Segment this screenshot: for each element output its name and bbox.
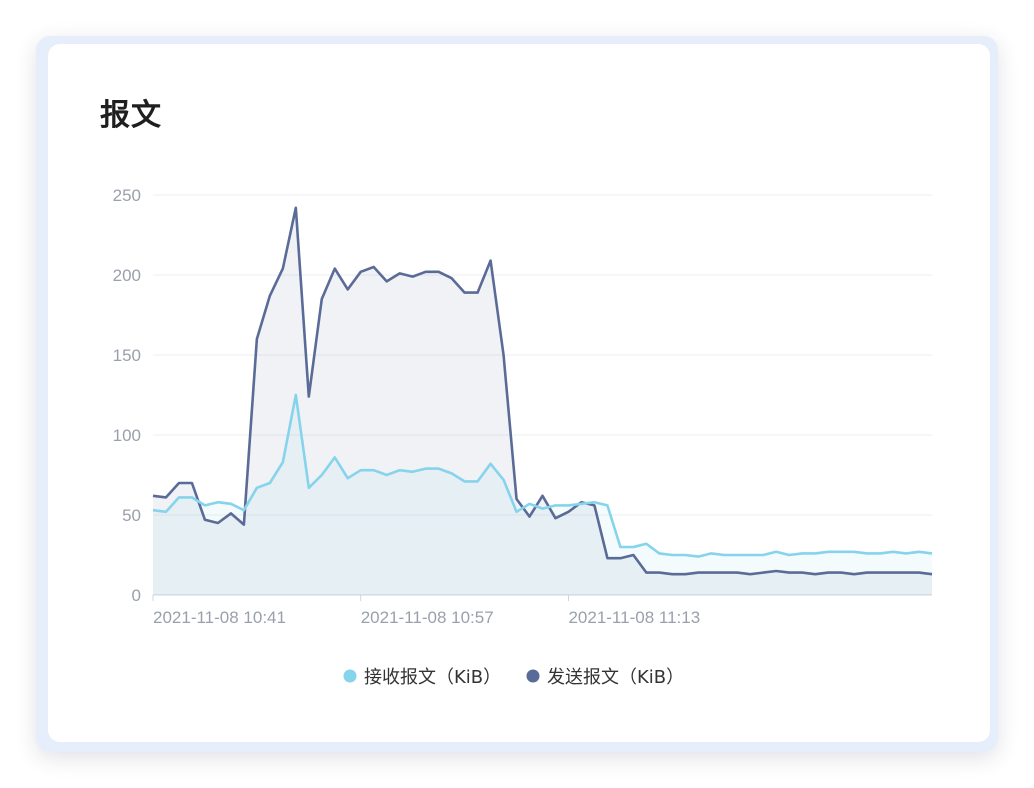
- legend-label: 接收报文（KiB）: [364, 667, 501, 688]
- series-line[interactable]: [152, 206, 933, 576]
- y-tick-label: 150: [113, 346, 141, 365]
- x-tick-label: 2021-11-08 10:41: [153, 608, 286, 627]
- series-lines: [152, 206, 933, 576]
- legend-item[interactable]: 接收报文（KiB）: [343, 667, 502, 688]
- x-tick-label: 2021-11-08 11:13: [568, 608, 700, 627]
- packets-area-chart: 0 50 100 150 200 250 2021-11-08 10:41 2021-11-0…: [113, 186, 933, 688]
- y-tick-label: 50: [122, 506, 141, 525]
- legend-dot-icon: [526, 669, 540, 683]
- y-tick-label: 250: [113, 186, 141, 205]
- legend-item[interactable]: 发送报文（KiB）: [526, 667, 685, 688]
- y-tick-label: 0: [132, 586, 141, 605]
- series-line[interactable]: [152, 393, 933, 558]
- chart-card: 报文: [48, 44, 990, 742]
- series-area: [153, 207, 932, 596]
- y-tick-label: 200: [113, 266, 141, 285]
- legend-label: 发送报文（KiB）: [547, 667, 684, 688]
- x-tick-label: 2021-11-08 10:57: [361, 608, 494, 627]
- legend[interactable]: 接收报文（KiB） 发送报文（KiB）: [343, 667, 685, 688]
- series-area: [153, 395, 932, 595]
- grid-lines: [153, 194, 932, 596]
- axes: 0 50 100 150 200 250 2021-11-08 10:41 2021-11-0…: [113, 186, 701, 627]
- card-title: 报文: [100, 98, 162, 133]
- legend-dot-icon: [343, 669, 357, 683]
- series-areas: [153, 207, 932, 596]
- y-tick-label: 100: [113, 426, 141, 445]
